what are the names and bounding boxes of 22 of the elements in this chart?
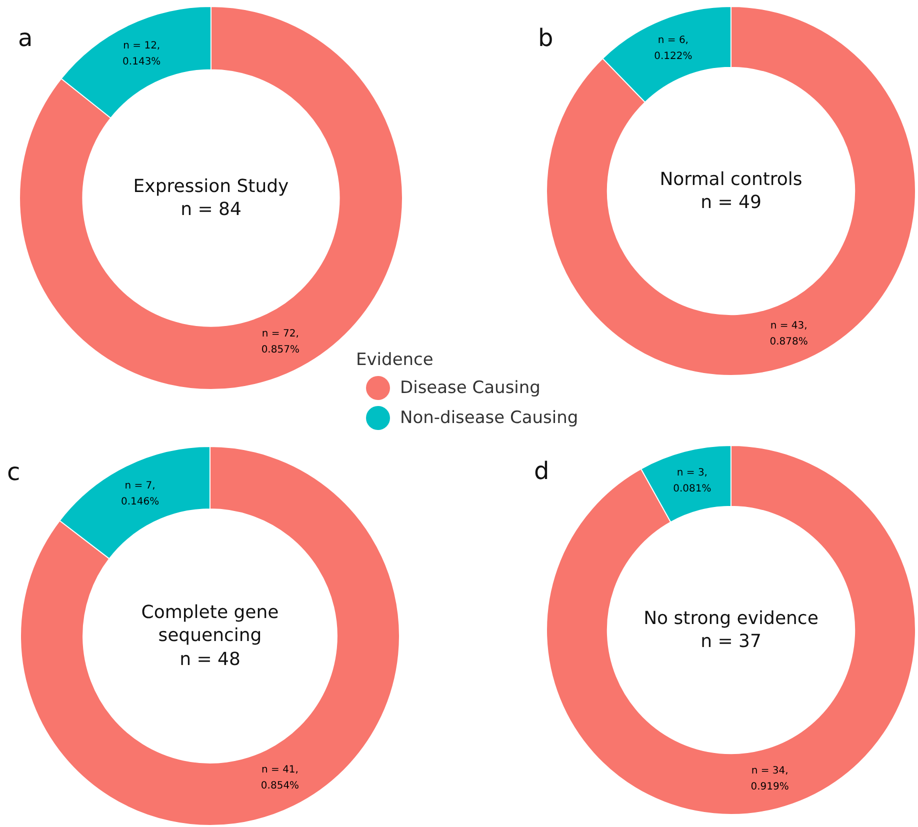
text: d [534,457,550,485]
data-label: n = 43, 0.878% [770,320,808,348]
data-label: n = 6, 0.122% [654,34,692,62]
data-label: n = 41, 0.854% [260,764,300,792]
data-label: n = 72, 0.857% [261,328,300,356]
text: b [538,24,554,52]
data-label: n = 12, 0.143% [122,40,161,68]
text: c [7,458,20,486]
text: Normal controls [660,168,802,191]
legend-title: Evidence [356,350,434,370]
data-label: n = 34, 0.919% [750,766,789,793]
legend-label: Disease Causing [400,378,540,398]
text: Expression Study [133,174,289,198]
text: n = 84 [180,198,242,222]
data-label: n = 3, 0.081% [673,468,712,495]
legend-label: Non-disease Causing [400,408,578,428]
text: n = 49 [700,191,762,214]
text: n = 37 [700,630,762,654]
text: n = 48 [180,648,240,672]
text: No strong evidence [644,606,818,630]
data-label: n = 7, 0.146% [120,480,160,508]
text: a [18,24,33,52]
